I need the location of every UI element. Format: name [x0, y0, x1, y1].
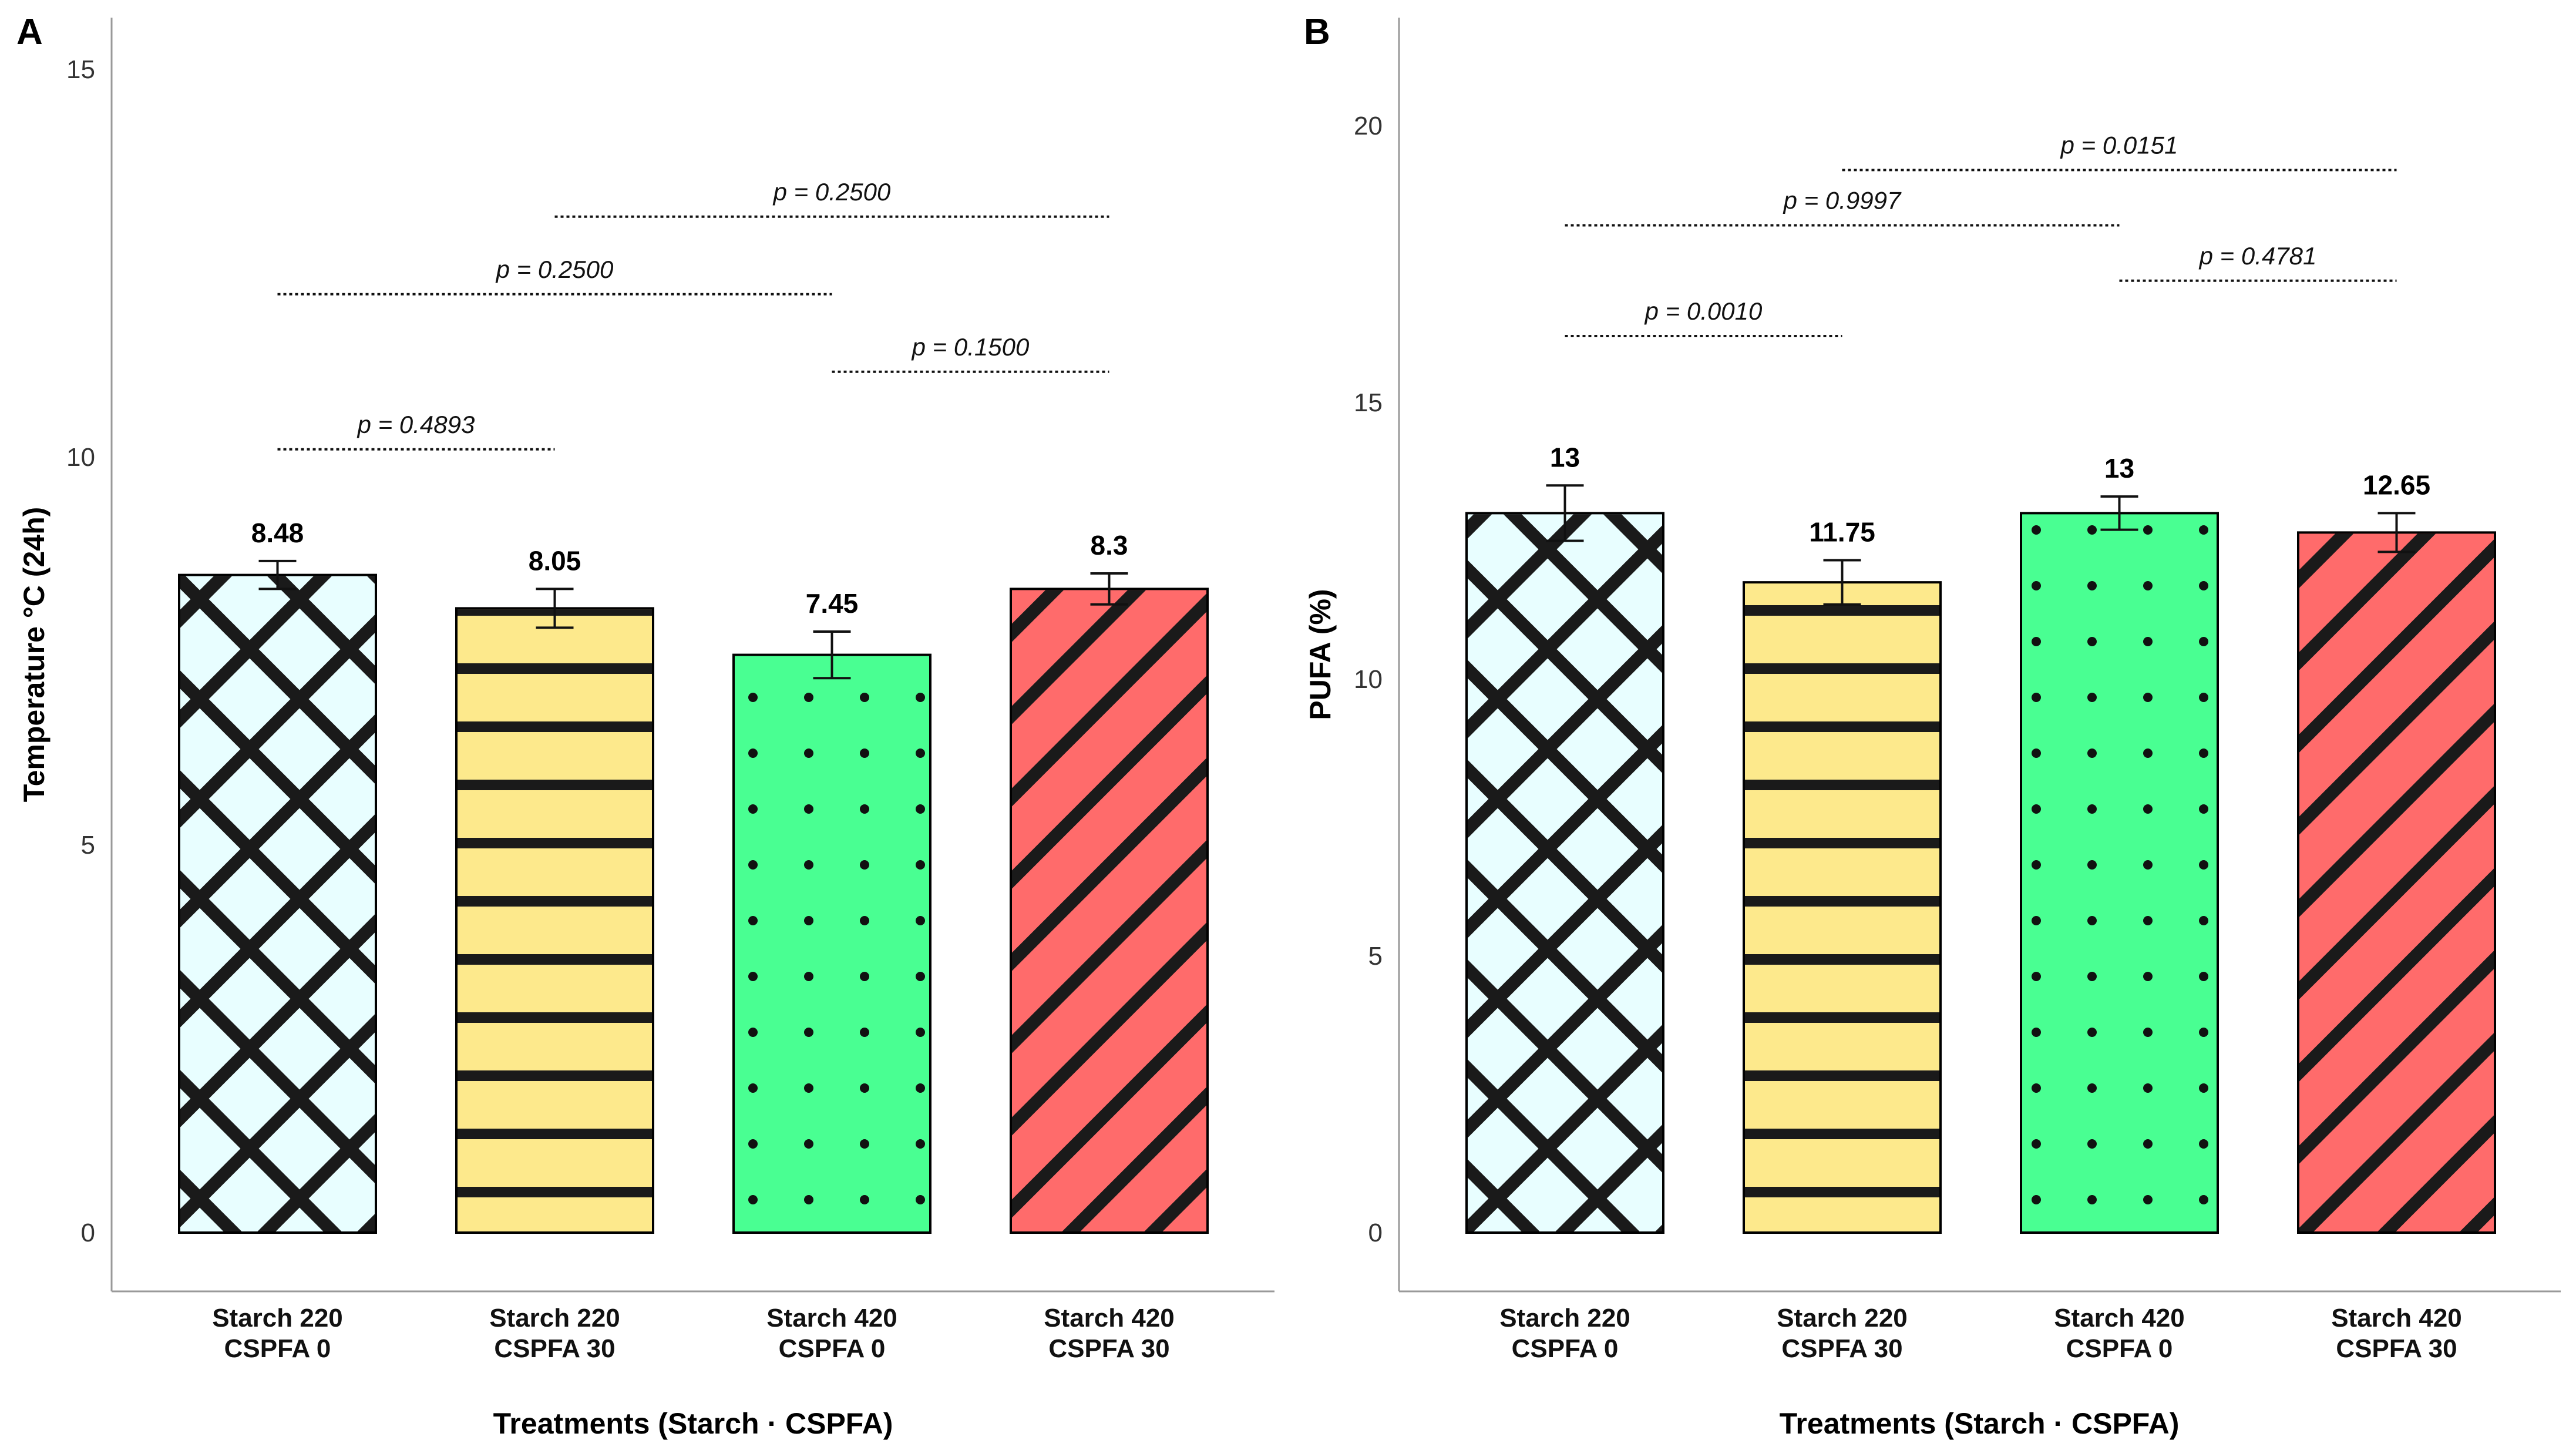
x-tick-label: CSPFA 30	[1048, 1334, 1169, 1363]
bar-pattern	[180, 576, 375, 1231]
bar-pattern	[458, 609, 652, 1231]
p-value-label: p = 0.9997	[1783, 187, 1902, 214]
p-value-label: p = 0.0151	[2060, 131, 2178, 159]
panel-label: A	[16, 12, 43, 52]
chart-panel-a: A 0 5 10 15 Temperature °C (24h) Treatments (S…	[16, 12, 1274, 1440]
bar-pattern	[1468, 514, 1662, 1231]
chart-panel-b: B 0 5 10 15 20 PUFA (%) Treatments (Starch · CS…	[1304, 12, 2561, 1440]
data-label: 11.75	[1809, 516, 1875, 547]
x-tick-label: CSPFA 0	[1512, 1334, 1619, 1363]
y-tick-label: 10	[1354, 665, 1383, 694]
x-tick-label: Starch 220	[1499, 1304, 1630, 1332]
x-tick-label: CSPFA 0	[224, 1334, 331, 1363]
p-value-label: p = 0.2500	[772, 178, 891, 206]
y-tick-label: 5	[81, 831, 95, 860]
bar-pattern	[1012, 590, 1206, 1231]
x-tick-label: CSPFA 30	[1781, 1334, 1902, 1363]
x-tick-label: Starch 220	[1777, 1304, 1908, 1332]
bar-pattern	[2299, 533, 2494, 1231]
x-axis-title: Treatments (Starch · CSPFA)	[1780, 1407, 2180, 1440]
bar-pattern	[1745, 583, 1939, 1231]
bar-pattern	[735, 656, 929, 1231]
p-value-label: p = 0.2500	[495, 256, 614, 283]
y-tick-label: 20	[1354, 112, 1383, 140]
data-label: 8.05	[529, 545, 581, 576]
y-axis-title: PUFA (%)	[1304, 589, 1337, 720]
y-tick-label: 0	[81, 1219, 95, 1247]
data-label: 12.65	[2363, 469, 2430, 500]
y-tick-label: 5	[1368, 942, 1383, 971]
x-tick-label: Starch 420	[2331, 1304, 2462, 1332]
x-tick-label: Starch 220	[212, 1304, 343, 1332]
p-value-label: p = 0.0010	[1644, 297, 1763, 325]
data-label: 13	[2104, 453, 2134, 484]
data-label: 13	[1550, 442, 1580, 472]
x-tick-label: Starch 420	[766, 1304, 897, 1332]
panel-label: B	[1304, 12, 1330, 52]
data-label: 8.3	[1091, 530, 1128, 560]
data-label: 7.45	[806, 588, 859, 619]
y-tick-label: 15	[1354, 388, 1383, 417]
x-tick-label: Starch 420	[1044, 1304, 1175, 1332]
x-tick-label: CSPFA 0	[2066, 1334, 2173, 1363]
x-tick-label: Starch 220	[489, 1304, 620, 1332]
p-value-label: p = 0.4893	[357, 411, 475, 438]
p-value-label: p = 0.1500	[911, 333, 1030, 361]
x-tick-label: CSPFA 0	[779, 1334, 886, 1363]
bar-pattern	[2022, 514, 2217, 1231]
x-tick-label: Starch 420	[2054, 1304, 2185, 1332]
y-tick-label: 10	[66, 443, 95, 472]
y-axis-title: Temperature °C (24h)	[18, 507, 51, 803]
x-tick-label: CSPFA 30	[2336, 1334, 2457, 1363]
data-label: 8.48	[251, 518, 304, 548]
x-tick-label: CSPFA 30	[494, 1334, 615, 1363]
x-axis-title: Treatments (Starch · CSPFA)	[493, 1407, 893, 1440]
y-tick-label: 15	[66, 55, 95, 84]
p-value-label: p = 0.4781	[2198, 242, 2317, 270]
y-tick-label: 0	[1368, 1219, 1383, 1247]
